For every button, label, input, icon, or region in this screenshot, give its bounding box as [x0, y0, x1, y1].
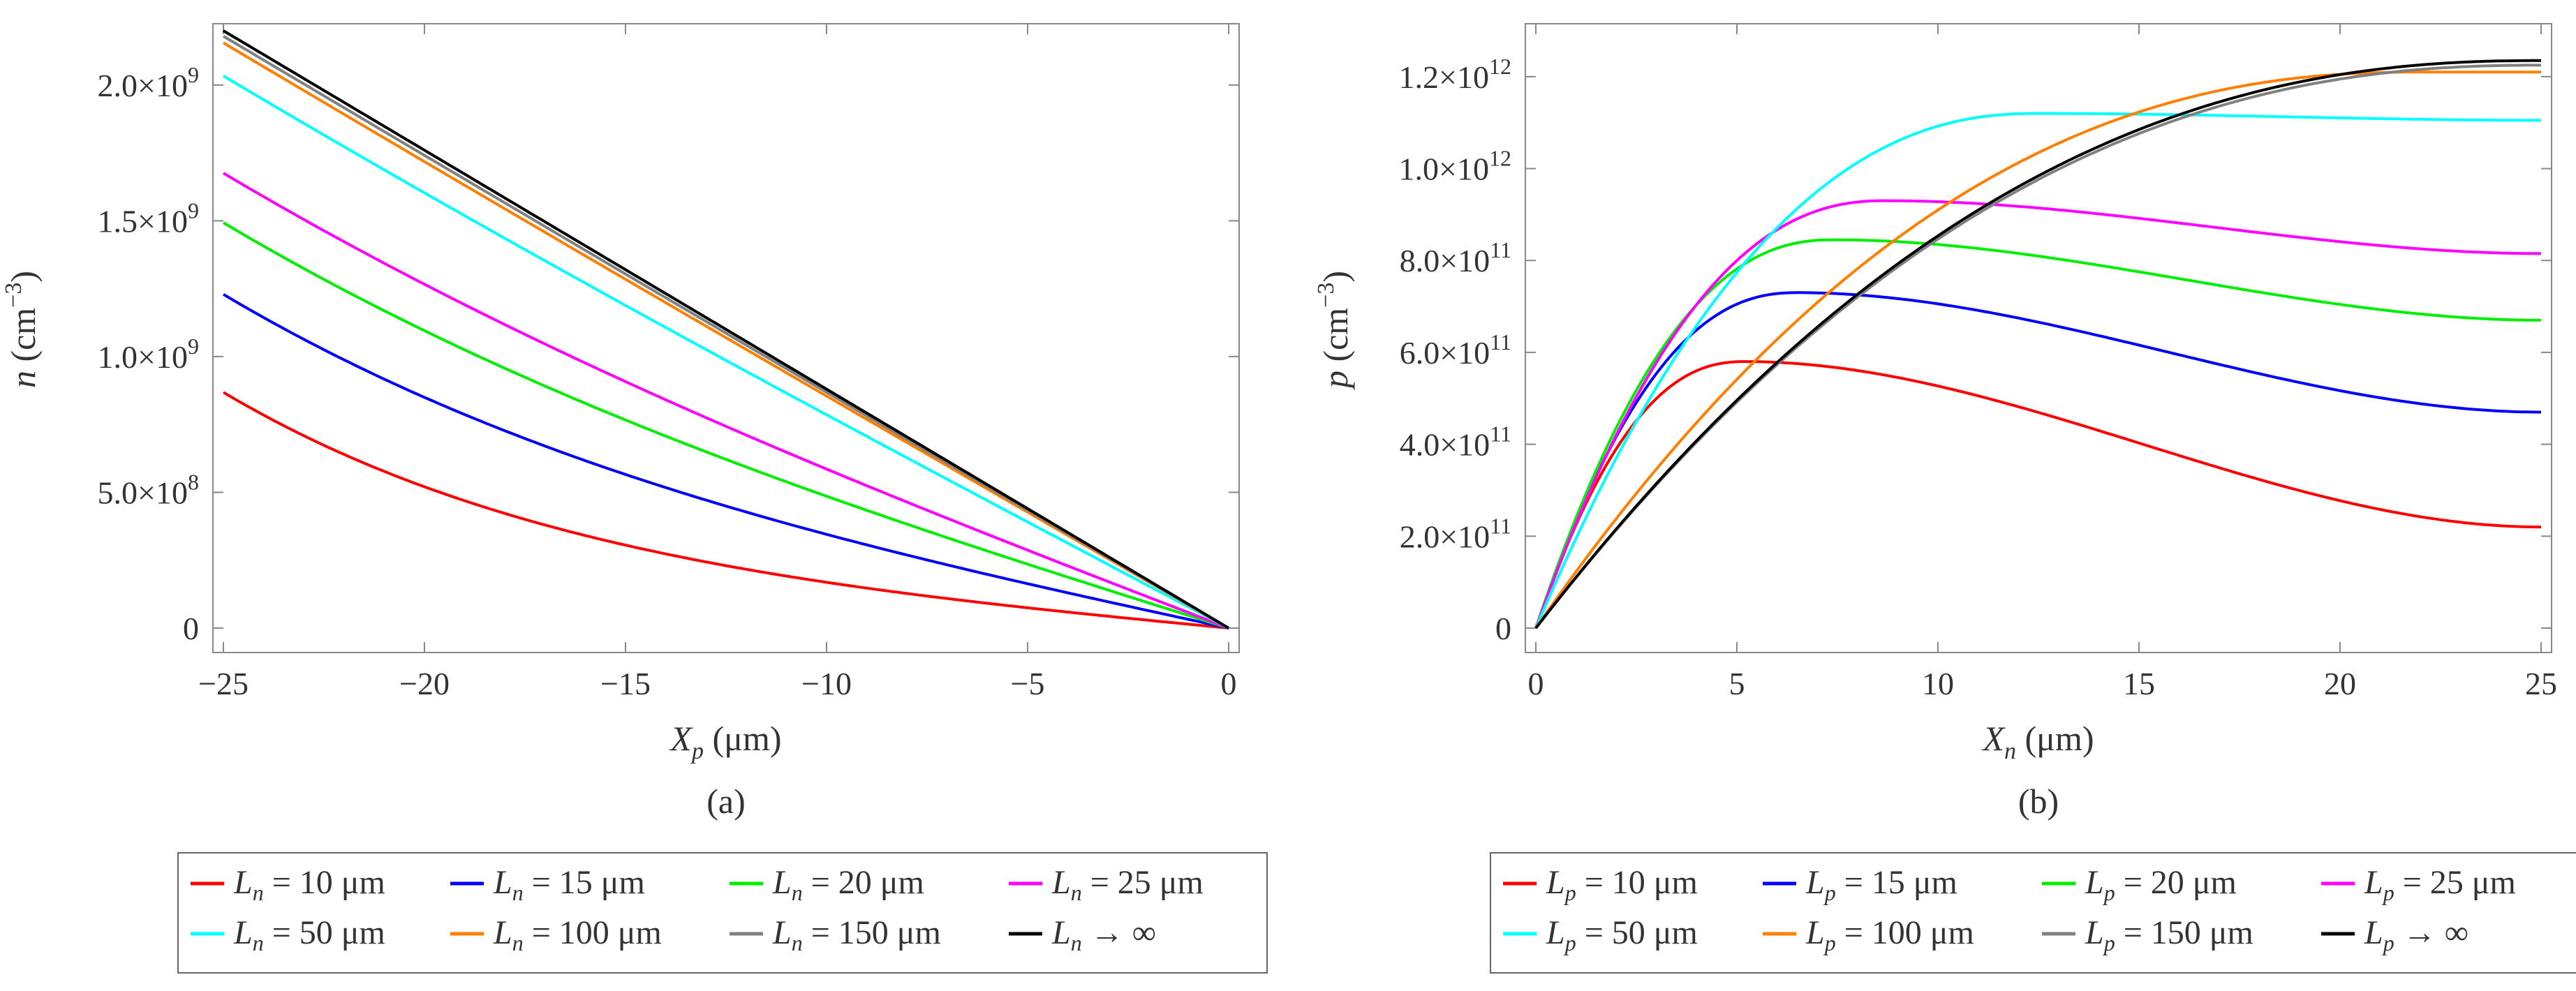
chart-panel-a: −25 −20 −15 −10 −5 0 0 5.0×108 1.0×109 1.5×109 2.0… — [1, 23, 1268, 974]
legend-label: Lp = 15 μm — [1805, 864, 1957, 905]
x-tick-label: −20 — [399, 666, 450, 701]
legend-label: Lp = 25 μm — [2364, 864, 2516, 905]
legend-label: Ln = 15 μm — [493, 864, 645, 905]
legend-label: Lp = 10 μm — [1546, 864, 1698, 905]
legend-label: Lp = 50 μm — [1546, 914, 1698, 955]
y-tick-label: 2.0×109 — [98, 62, 199, 103]
x-axis-label: Xn (μm) — [1981, 719, 2094, 764]
y-tick-label: 0 — [183, 611, 199, 646]
y-tick-label: 1.0×1012 — [1399, 146, 1511, 187]
legend-box — [177, 852, 1268, 974]
x-tick-label: −15 — [600, 666, 651, 701]
x-tick-label: 15 — [2123, 666, 2155, 701]
legend-label: Ln = 25 μm — [1051, 864, 1204, 905]
x-tick-label: 5 — [1729, 666, 1745, 701]
y-axis-label: p (cm−3) — [1313, 271, 1355, 390]
legend-label: Lp → ∞ — [2364, 914, 2468, 955]
x-tick-label: −5 — [1011, 666, 1045, 701]
plot-frame — [212, 23, 1240, 653]
y-tick-label: 1.2×1012 — [1399, 54, 1511, 95]
legend-label: Lp = 100 μm — [1805, 914, 1974, 955]
series-line-6 — [1534, 70, 2541, 629]
y-tick-label: 5.0×108 — [98, 469, 199, 510]
legend-label: Ln = 20 μm — [772, 864, 924, 905]
panel-caption: (a) — [706, 782, 746, 821]
series-line-1 — [1534, 360, 2541, 629]
x-tick-label: −25 — [198, 666, 249, 701]
legend-label: Ln → ∞ — [1051, 914, 1156, 955]
y-tick-label: 4.0×1011 — [1400, 422, 1511, 463]
series-line-6 — [222, 41, 1229, 629]
legend: Lp = 10 μm Lp = 15 μm Lp = 20 μm Lp = 25 μm… — [1490, 852, 2576, 974]
x-tick-label: 10 — [1922, 666, 1954, 701]
legend-label: Lp = 20 μm — [2085, 864, 2237, 905]
legend-label: Ln = 150 μm — [772, 914, 941, 955]
series-line-4 — [1534, 199, 2542, 629]
legend-label: Ln = 10 μm — [233, 864, 385, 905]
series-line-4 — [222, 172, 1229, 629]
series-line-2 — [222, 293, 1229, 629]
x-tick-label: 20 — [2324, 666, 2356, 701]
series-line-8 — [1534, 59, 2541, 629]
x-tick-label: 0 — [1528, 666, 1544, 701]
series-line-8 — [222, 29, 1230, 629]
series-line-5 — [1534, 112, 2541, 629]
series-line-5 — [222, 75, 1229, 629]
legend-label: Lp = 150 μm — [2085, 914, 2253, 955]
y-tick-label: 8.0×1011 — [1400, 237, 1511, 278]
x-tick-label: 25 — [2525, 666, 2557, 701]
y-tick-label: 0 — [1495, 611, 1511, 646]
legend-label: Ln = 50 μm — [233, 914, 385, 955]
series-line-2 — [1534, 291, 2541, 629]
y-tick-label: 1.5×109 — [98, 198, 199, 239]
series-line-7 — [1534, 64, 2541, 629]
y-tick-label: 2.0×1011 — [1400, 513, 1511, 554]
legend: Ln = 10 μm Ln = 15 μm Ln = 20 μm Ln = 25 μm… — [177, 852, 1268, 974]
panel-caption: (b) — [2018, 782, 2059, 821]
x-tick-label: 0 — [1221, 666, 1237, 701]
series-line-1 — [222, 391, 1229, 629]
y-axis-label: n (cm−3) — [1, 271, 43, 388]
legend-box — [1490, 852, 2576, 974]
y-tick-label: 1.0×109 — [98, 334, 199, 375]
legend-label: Ln = 100 μm — [493, 914, 662, 955]
x-tick-label: −10 — [801, 666, 852, 701]
x-axis-label: Xp (μm) — [669, 719, 781, 764]
plot-frame — [1525, 23, 2552, 653]
y-tick-label: 6.0×1011 — [1400, 329, 1511, 371]
series-line-3 — [222, 221, 1229, 629]
chart-panel-b: 0 5 10 15 20 25 0 2.0×1011 4.0×1011 6.0×1011 8.0×1… — [1313, 23, 2576, 974]
